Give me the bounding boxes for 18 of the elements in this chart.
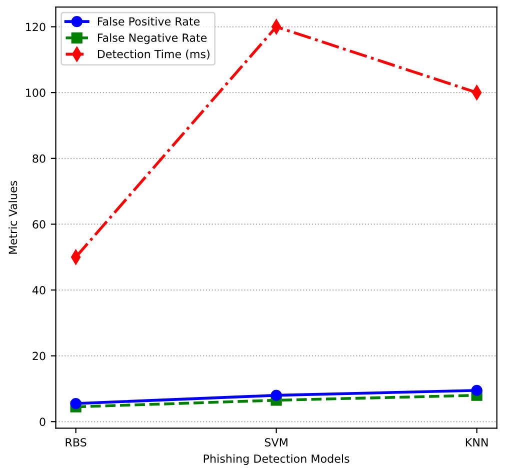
legend-label: False Positive Rate xyxy=(98,17,200,26)
y-tick-label: 20 xyxy=(32,352,46,360)
legend-label: Detection Time (ms) xyxy=(98,50,210,60)
x-axis-title: Phishing Detection Models xyxy=(204,454,350,466)
x-tick-label: RBS xyxy=(66,438,86,447)
x-tick-label: KNN xyxy=(466,438,488,446)
y-tick-label: 120 xyxy=(26,22,46,32)
x-tick-label: SVM xyxy=(264,438,288,447)
point xyxy=(471,384,482,396)
point xyxy=(270,390,282,401)
y-tick-label: 40 xyxy=(32,286,46,294)
y-axis-title: Metric Values xyxy=(8,180,18,254)
y-tick-label: 60 xyxy=(32,220,46,229)
y-tick-label: 100 xyxy=(26,88,46,97)
y-tick-label: 0 xyxy=(40,418,46,426)
point xyxy=(70,398,82,410)
legend-label: False Negative Rate xyxy=(98,33,207,44)
y-tick-label: 80 xyxy=(32,154,46,163)
